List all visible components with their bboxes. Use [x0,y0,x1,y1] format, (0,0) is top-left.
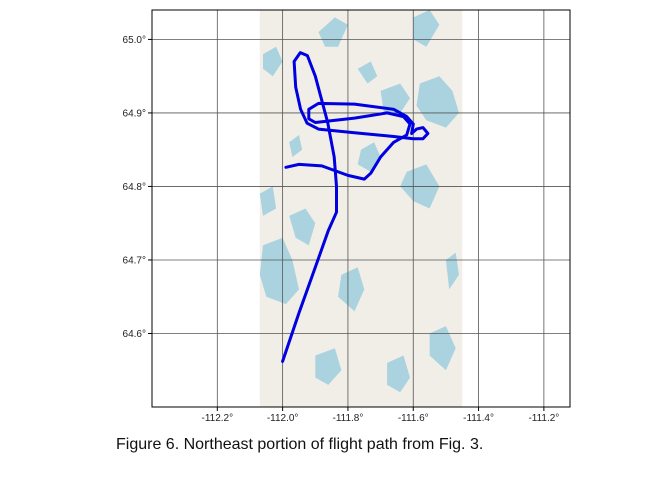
x-tick-label: -111.4° [463,413,494,424]
map-frame [151,9,571,408]
x-tick-label: -112.2° [202,413,234,424]
y-tick-label: 65.0° [123,35,146,46]
lake [289,135,303,157]
x-axis: -112.2° -112.0° -111.8° -111.6° -111.4° -111.… [202,407,559,424]
lake [289,208,316,246]
lakes-layer [259,10,459,393]
lake [259,237,299,305]
graticule [152,10,570,407]
lake [357,61,378,84]
x-tick-label: -111.8° [333,413,364,424]
lake [338,267,365,312]
lake [315,348,342,385]
lake [413,10,440,47]
lake [429,326,456,371]
lake [416,76,459,128]
y-tick-label: 64.8° [123,182,146,193]
y-tick-label: 64.7° [123,255,146,266]
lake [263,46,283,77]
x-tick-label: -112.0° [267,413,299,424]
lake [445,252,459,290]
lake [380,83,410,113]
figure-caption: Figure 6. Northeast portion of flight pa… [116,436,484,453]
y-tick-label: 64.9° [123,108,146,119]
lake [387,355,410,393]
y-tick-label: 64.6° [123,329,146,340]
lake [259,186,277,216]
x-tick-label: -111.6° [398,413,429,424]
x-tick-label: -111.2° [528,413,559,424]
y-axis: 65.0° 64.9° 64.8° 64.7° 64.6° [123,35,152,340]
flight-track [281,51,430,363]
